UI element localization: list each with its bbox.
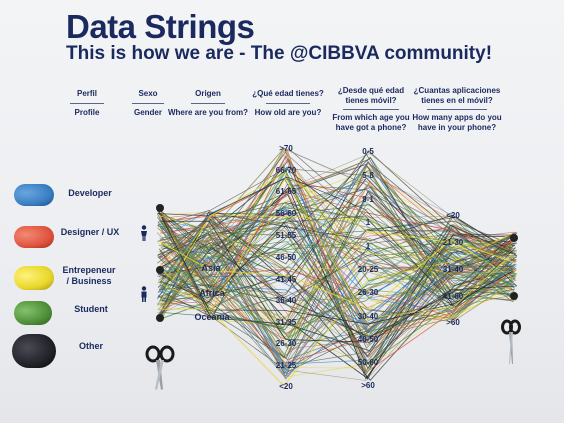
page-title: Data Strings [66,8,255,45]
age-tick: 46-50 [275,253,297,262]
header-origin-es: Origen [195,89,221,98]
header-apps: ¿Cuantas aplicaciones tienes en el móvil… [410,86,504,133]
age-tick: 26-30 [275,339,297,348]
header-apps-es1: ¿Cuantas aplicaciones [413,86,501,95]
phone-age-tick: >60 [361,381,375,390]
header-gender-en: Gender [133,108,162,117]
age-tick: 36-40 [275,296,297,305]
header-profile-es: Perfil [76,89,97,98]
profile-entrepreneur: Entrepeneur / Business [56,265,122,287]
phone-age-tick: 9-1 [362,195,374,204]
spool-developer [14,184,54,206]
apps-tick: 31-40 [442,265,464,274]
apps-tick: 41-60 [442,292,464,301]
phone-age-tick: 5-8 [362,171,374,180]
age-tick: >70 [279,144,293,153]
spool-designer [14,226,54,248]
header-phone-age-en2: have got a phone? [335,123,407,132]
age-tick: 41-45 [275,275,297,284]
apps-tick: <20 [446,211,460,220]
header-phone-age: ¿Desde qué edad tienes móvil? From which… [332,86,410,133]
phone-age-tick: 0-5 [362,147,374,156]
profile-student: Student [74,304,108,314]
header-phone-age-es2: tienes móvil? [345,96,397,105]
age-tick: 56-60 [275,209,297,218]
profile-entrepreneur-line1: Entrepeneur [62,265,116,275]
origin-asia: Asia [201,263,221,273]
age-tick: 31-35 [275,318,297,327]
age-tick: 51-55 [275,231,297,240]
header-origin: Origen Where are you from? [166,89,250,118]
spool-entrepreneur [14,266,54,290]
page-subtitle: This is how we are - The @CIBBVA communi… [66,43,493,64]
person-icon-male [141,286,147,302]
header-profile: Perfil Profile [62,89,112,118]
header-apps-en2: have in your phone? [417,123,497,132]
phone-age-tick: 1 [365,242,371,251]
phone-age-tick: 1 [365,218,371,227]
age-tick: <20 [279,382,293,391]
header-gender: Sexo Gender [126,89,170,118]
phone-age-tick: 40-50 [357,335,379,344]
header-age: ¿Qué edad tienes? How old are you? [250,89,326,118]
apps-tick: >60 [446,318,460,327]
profile-designer: Designer / UX [60,227,120,237]
phone-age-tick: 26-30 [357,288,379,297]
header-gender-es: Sexo [138,89,158,98]
profile-other: Other [78,341,103,351]
origin-oceania: Oceania [194,312,230,322]
scissors-icon-left [145,345,175,390]
header-apps-en1: How many apps do you [412,113,502,122]
age-tick: 61-65 [275,187,297,196]
header-profile-en: Profile [74,108,100,117]
apps-tick: 21-30 [442,238,464,247]
age-tick: 21-25 [275,361,297,370]
phone-age-tick: 20-25 [357,265,379,274]
spool-student [14,301,52,325]
header-phone-age-en1: From which age you [332,113,410,122]
phone-age-tick: 30-40 [357,312,379,321]
phone-age-tick: 50-60 [357,358,379,367]
header-age-es: ¿Qué edad tienes? [252,89,324,98]
header-apps-es2: tienes en el móvil? [421,96,493,105]
origin-africa: Africa [199,288,225,298]
person-icon-female [141,225,147,241]
header-origin-en: Where are you from? [167,108,248,117]
profile-entrepreneur-line2: / Business [66,276,112,286]
age-tick: 66-70 [275,166,297,175]
header-age-en: How old are you? [254,108,322,117]
header-phone-age-es1: ¿Desde qué edad [337,86,405,95]
spool-other [12,334,56,368]
scissors-icon-right [501,319,521,364]
profile-developer: Developer [68,188,112,198]
